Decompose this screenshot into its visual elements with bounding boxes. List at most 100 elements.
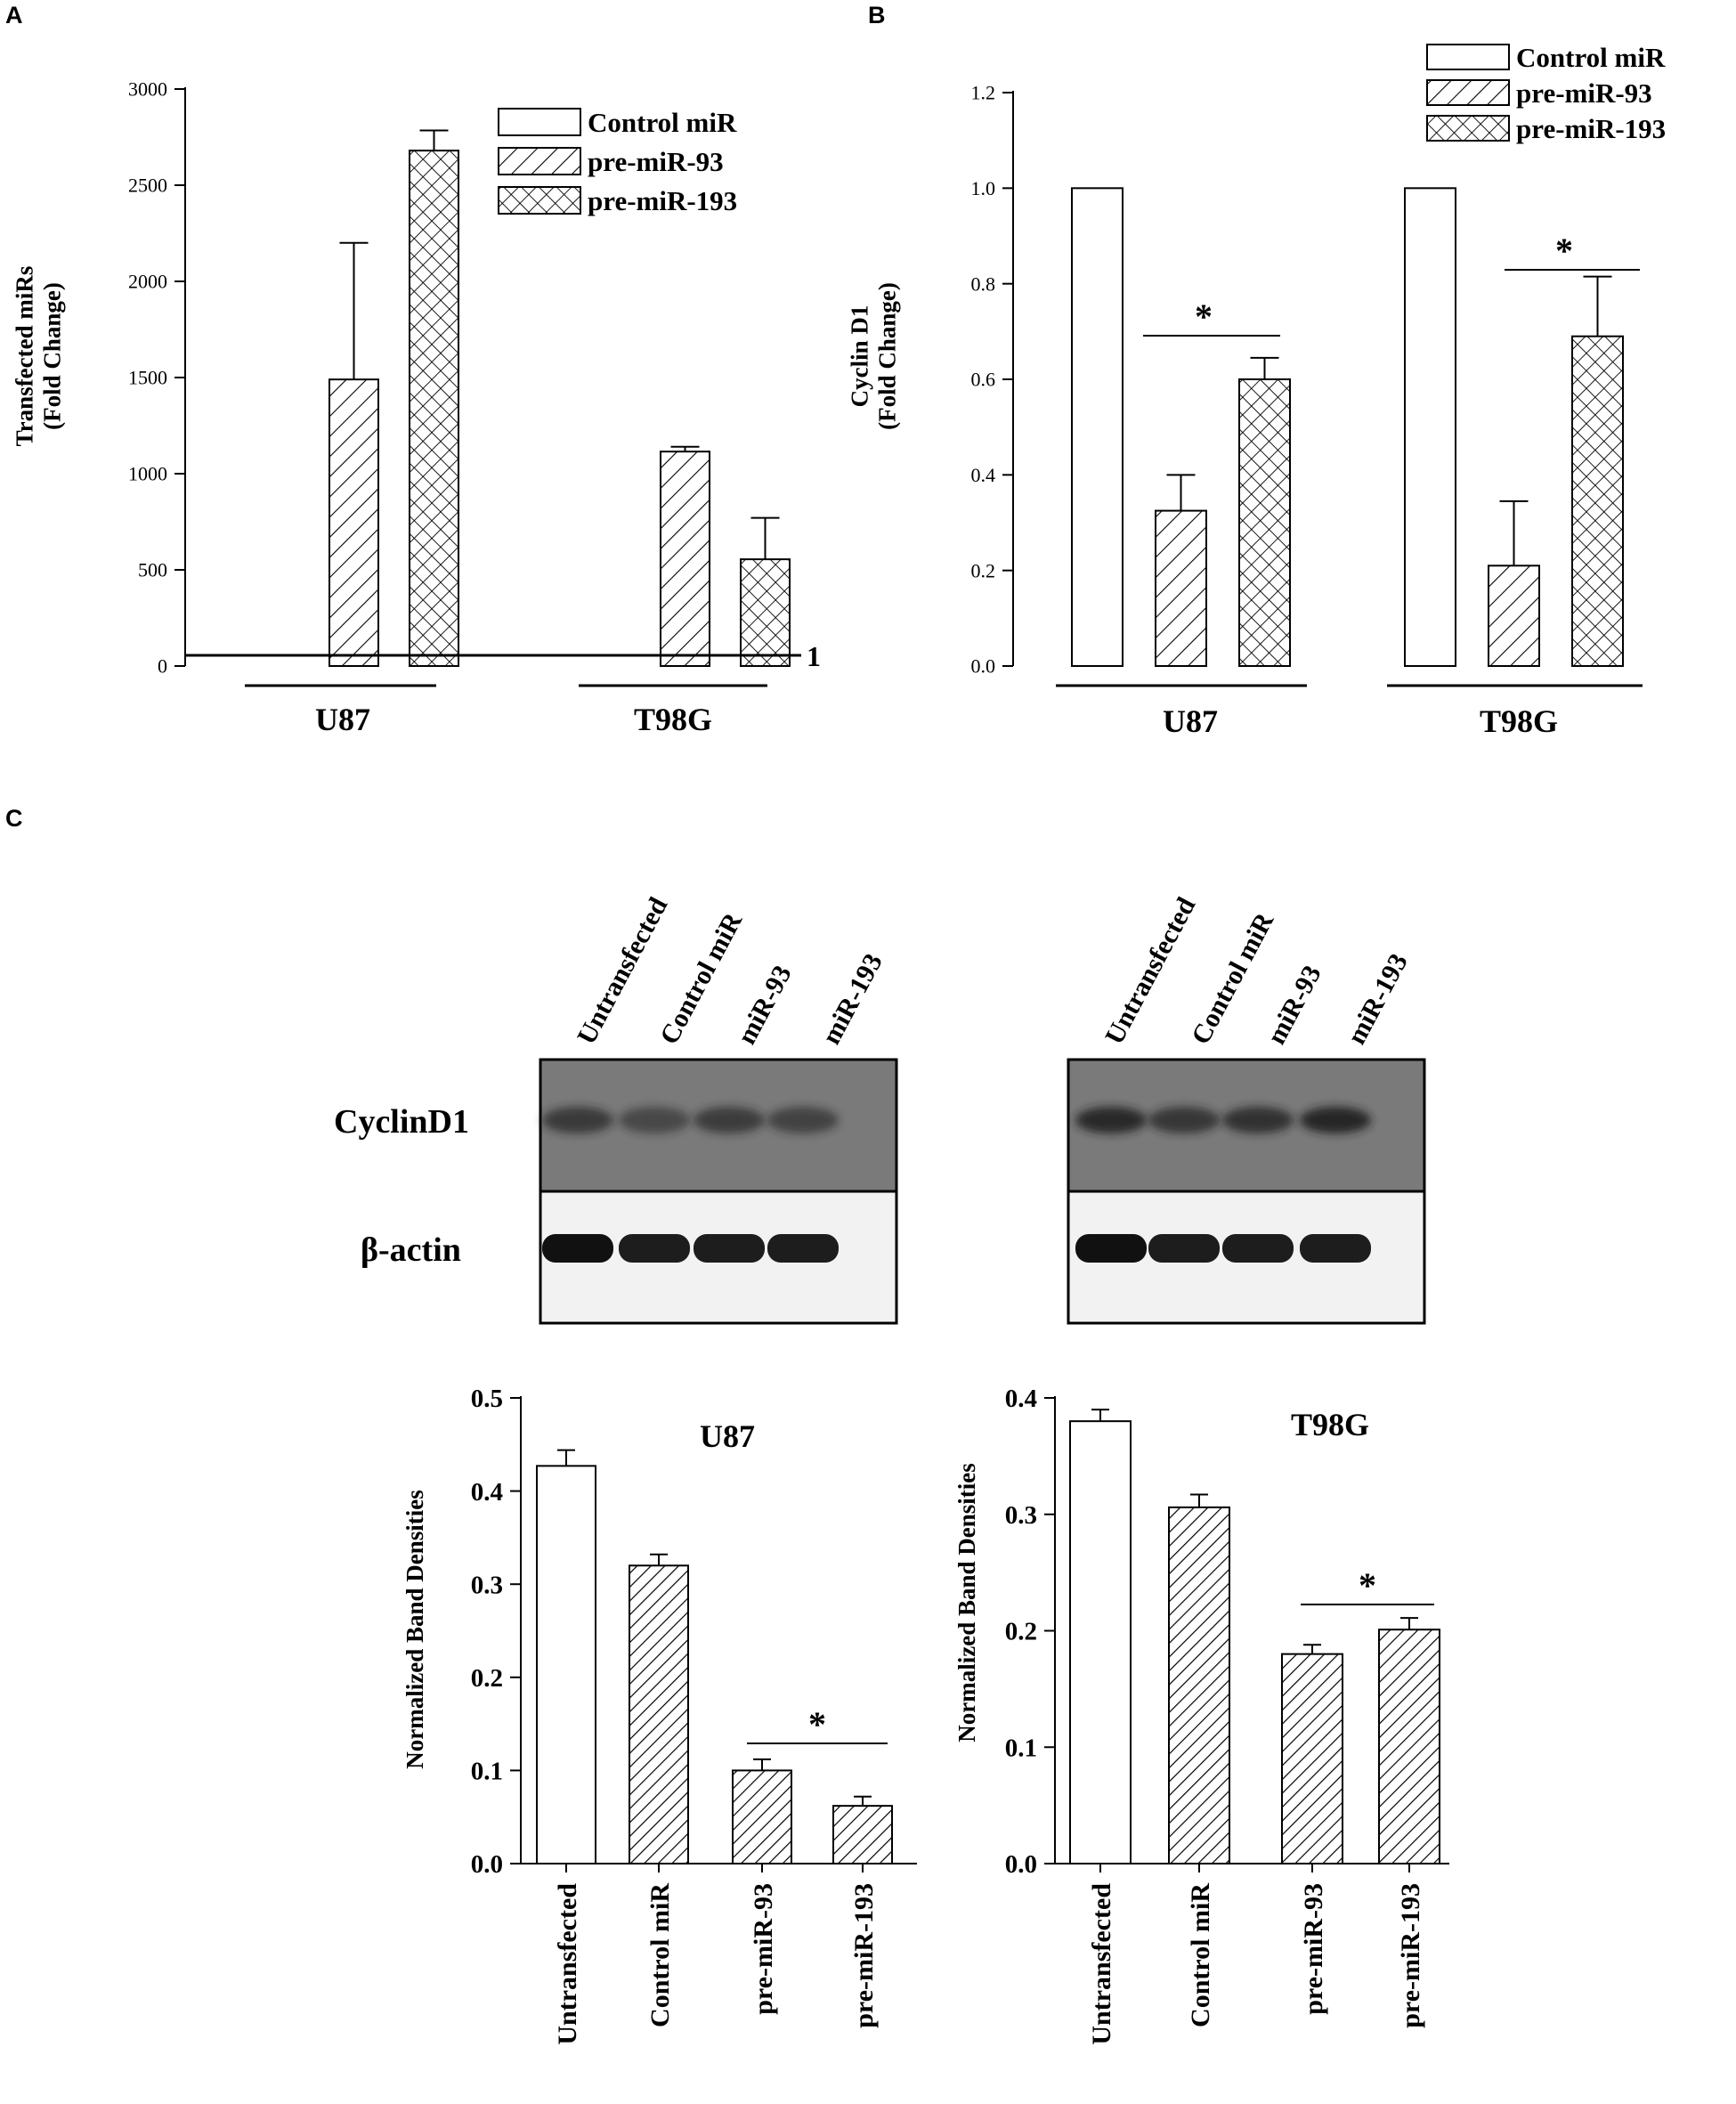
chart-b-cyclin-d1: 0.0 0.2 0.4 0.6 0.8 1.0 1.2 Cyclin D1 (Fold Chan… (846, 42, 1666, 739)
row-label-beta-actin: β-actin (361, 1231, 461, 1269)
actin-band (767, 1234, 839, 1263)
legend-swatch-control-mir (498, 108, 581, 136)
baseline-label: 1 (807, 640, 821, 672)
significance-star: * (1555, 231, 1573, 271)
y-tick-label: 0.3 (1005, 1501, 1037, 1530)
lane-label-mir-93: miR-93 (732, 961, 798, 1049)
significance-star: * (808, 1704, 826, 1744)
legend-swatch-pre-mir-93 (498, 147, 581, 175)
actin-band (542, 1234, 613, 1263)
y-axis-label: (Fold Change) (874, 282, 901, 430)
x-tick-label-control-mir: Control miR (645, 1883, 675, 2027)
legend-label-pre-mir-93: pre-miR-93 (1516, 77, 1652, 109)
legend-swatch-control-mir (1426, 44, 1510, 70)
bar-pre-mir-93-t98g (660, 451, 710, 667)
actin-band (619, 1234, 690, 1263)
x-tick-label-pre-mir-93: pre-miR-93 (749, 1883, 778, 2015)
bar-pre-mir-193-t98g (740, 558, 791, 667)
y-tick-label: 0.0 (971, 655, 996, 678)
bar-pre-mir-93 (1281, 1653, 1343, 1865)
actin-band (694, 1234, 765, 1263)
x-tick-label-pre-mir-193: pre-miR-193 (849, 1883, 879, 2028)
y-axis-label: (Fold Change) (39, 282, 66, 430)
cyclind1-band (542, 1107, 613, 1133)
y-tick-label: 0.8 (971, 272, 996, 295)
legend-label-control-mir: Control miR (1516, 42, 1666, 73)
bar-pre-mir-193 (832, 1805, 893, 1864)
cyclind1-band (767, 1107, 839, 1133)
bar-control-mir (1168, 1506, 1230, 1865)
significance-star: * (1359, 1565, 1376, 1605)
cyclind1-band (619, 1107, 690, 1133)
legend-swatch-pre-mir-93 (1426, 79, 1510, 106)
lane-label-control-mir: Control miR (654, 908, 748, 1050)
cyclind1-band (1300, 1107, 1371, 1133)
legend-swatch-pre-mir-193 (498, 186, 581, 215)
y-tick-label: 500 (138, 559, 167, 581)
y-tick-label: 0.0 (471, 1850, 503, 1879)
cyclind1-band (1222, 1107, 1294, 1133)
y-axis-label: Transfected miRs (11, 266, 37, 447)
bar-pre-mir-93-u87 (1155, 509, 1207, 667)
y-tick-label: 0.1 (1005, 1734, 1037, 1762)
row-label-cyclind1: CyclinD1 (334, 1103, 469, 1141)
legend-swatch-pre-mir-193 (1426, 115, 1510, 142)
y-tick-label: 2000 (128, 271, 167, 293)
y-tick-label: 1.0 (971, 177, 996, 199)
y-tick-label: 1500 (128, 367, 167, 389)
significance-star: * (1195, 297, 1213, 337)
chart-a-transfected-mirs: 0 500 1000 1500 2000 2500 3000 Transfected miRs… (11, 78, 821, 737)
x-tick-label-pre-mir-193: pre-miR-193 (1396, 1883, 1425, 2028)
bar-pre-mir-93 (732, 1769, 792, 1865)
y-tick-label: 1000 (128, 463, 167, 485)
lane-label-mir-93: miR-93 (1261, 961, 1327, 1049)
bar-pre-mir-193 (1378, 1629, 1440, 1864)
chart-c-u87-band-densities: 0.0 0.1 0.2 0.3 0.4 0.5 Normalized Band Densit… (402, 1385, 917, 2045)
cyclind1-band (694, 1107, 765, 1133)
group-label-t98g: T98G (634, 702, 712, 737)
group-label-u87: U87 (315, 702, 370, 737)
y-tick-label: 0.4 (1005, 1385, 1037, 1413)
bar-control-mir (629, 1564, 689, 1865)
lane-label-mir-193: miR-193 (816, 949, 888, 1050)
y-tick-label: 0.2 (1005, 1618, 1037, 1646)
y-tick-label: 0.5 (471, 1385, 503, 1413)
y-axis-label: Cyclin D1 (846, 305, 872, 408)
y-axis-label: Normalized Band Densities (402, 1490, 428, 1769)
panel-letter-b: B (868, 2, 886, 28)
bar-untransfected (536, 1465, 596, 1865)
chart-c-t98g-band-densities: 0.0 0.1 0.2 0.3 0.4 Normalized Band Densities… (953, 1385, 1449, 2045)
lane-label-untransfected: Untransfected (1099, 892, 1202, 1049)
panel-letter-a: A (5, 2, 23, 28)
legend-label-pre-mir-193: pre-miR-193 (588, 185, 737, 216)
cyclind1-band (1075, 1107, 1147, 1133)
y-tick-label: 0.2 (971, 559, 996, 581)
bar-control-mir-u87 (1071, 187, 1124, 668)
bar-pre-mir-193-t98g (1571, 335, 1624, 667)
legend-label-control-mir: Control miR (588, 107, 737, 138)
bar-untransfected (1069, 1420, 1132, 1865)
bar-pre-mir-193-u87 (1238, 378, 1291, 667)
chart-title: T98G (1291, 1407, 1369, 1442)
x-tick-label-untransfected: Untransfected (1087, 1883, 1116, 2045)
chart-title: U87 (700, 1418, 755, 1454)
actin-band (1222, 1234, 1294, 1263)
cyclind1-band (1148, 1107, 1220, 1133)
y-tick-label: 0 (158, 655, 167, 678)
y-tick-label: 2500 (128, 175, 167, 197)
y-tick-label: 1.2 (971, 82, 996, 104)
y-tick-label: 3000 (128, 78, 167, 101)
y-tick-label: 0.4 (971, 464, 996, 486)
panel-letter-c: C (5, 805, 23, 832)
y-tick-label: 0.2 (471, 1664, 503, 1693)
x-tick-label-control-mir: Control miR (1186, 1883, 1215, 2027)
lane-label-untransfected: Untransfected (572, 892, 674, 1049)
group-label-t98g: T98G (1480, 703, 1558, 739)
actin-band (1075, 1234, 1147, 1263)
y-tick-label: 0.3 (471, 1571, 503, 1599)
bar-pre-mir-193-u87 (409, 150, 459, 667)
y-axis-label: Normalized Band Densities (953, 1463, 980, 1743)
actin-band (1148, 1234, 1220, 1263)
